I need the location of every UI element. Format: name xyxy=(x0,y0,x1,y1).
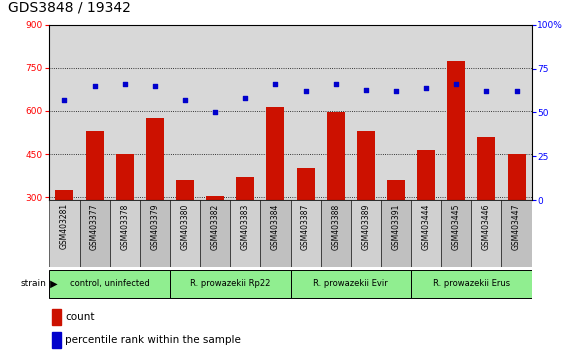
Text: GSM403446: GSM403446 xyxy=(482,203,491,250)
Text: GSM403281: GSM403281 xyxy=(60,203,69,250)
Text: GSM403445: GSM403445 xyxy=(452,203,461,250)
Bar xyxy=(387,180,405,283)
Point xyxy=(241,96,250,101)
Point xyxy=(331,81,340,87)
Bar xyxy=(290,269,411,298)
Bar xyxy=(52,332,61,348)
Text: GSM403388: GSM403388 xyxy=(331,203,340,250)
Bar xyxy=(206,196,224,283)
Text: GSM403378: GSM403378 xyxy=(120,203,129,250)
Bar xyxy=(49,269,170,298)
Bar xyxy=(508,154,526,283)
Bar xyxy=(176,180,194,283)
Text: GSM403389: GSM403389 xyxy=(361,203,370,250)
Bar xyxy=(140,200,170,267)
Text: strain: strain xyxy=(20,279,46,288)
Point xyxy=(512,88,521,94)
Bar xyxy=(441,200,471,267)
Bar xyxy=(49,200,80,267)
Bar xyxy=(357,131,375,283)
Point xyxy=(301,88,310,94)
Bar xyxy=(327,112,345,283)
Bar xyxy=(411,200,441,267)
Bar xyxy=(170,269,290,298)
Bar xyxy=(80,200,110,267)
Point xyxy=(271,81,280,87)
Bar xyxy=(52,309,61,325)
Point xyxy=(392,88,401,94)
Bar xyxy=(146,118,164,283)
Text: count: count xyxy=(65,312,95,322)
Bar xyxy=(478,137,496,283)
Point xyxy=(120,81,130,87)
Bar xyxy=(85,131,103,283)
Text: GSM403382: GSM403382 xyxy=(211,203,220,250)
Bar xyxy=(351,200,381,267)
Bar xyxy=(381,200,411,267)
Bar xyxy=(290,200,321,267)
Text: GSM403391: GSM403391 xyxy=(392,203,400,250)
Bar xyxy=(170,200,200,267)
Point xyxy=(60,97,69,103)
Point xyxy=(451,81,461,87)
Text: GSM403383: GSM403383 xyxy=(241,203,250,250)
Bar xyxy=(501,200,532,267)
Bar xyxy=(200,200,230,267)
Text: GSM403377: GSM403377 xyxy=(90,203,99,250)
Text: GDS3848 / 19342: GDS3848 / 19342 xyxy=(8,0,131,14)
Point xyxy=(421,85,431,91)
Text: GSM403380: GSM403380 xyxy=(181,203,189,250)
Bar xyxy=(471,200,501,267)
Bar xyxy=(417,150,435,283)
Bar xyxy=(236,177,254,283)
Point xyxy=(90,83,99,89)
Point xyxy=(150,83,160,89)
Point xyxy=(180,97,189,103)
Text: GSM403447: GSM403447 xyxy=(512,203,521,250)
Text: GSM403379: GSM403379 xyxy=(150,203,159,250)
Bar xyxy=(447,61,465,283)
Text: R. prowazekii Rp22: R. prowazekii Rp22 xyxy=(190,279,270,288)
Bar xyxy=(296,169,315,283)
Bar xyxy=(411,269,532,298)
Point xyxy=(482,88,491,94)
Bar xyxy=(321,200,351,267)
Text: GSM403384: GSM403384 xyxy=(271,203,280,250)
Text: GSM403387: GSM403387 xyxy=(301,203,310,250)
Point xyxy=(210,110,220,115)
Text: R. prowazekii Evir: R. prowazekii Evir xyxy=(313,279,388,288)
Bar xyxy=(230,200,260,267)
Text: R. prowazekii Erus: R. prowazekii Erus xyxy=(433,279,510,288)
Point xyxy=(361,87,371,92)
Bar xyxy=(116,154,134,283)
Text: control, uninfected: control, uninfected xyxy=(70,279,149,288)
Text: percentile rank within the sample: percentile rank within the sample xyxy=(65,335,241,346)
Bar xyxy=(110,200,140,267)
Text: ▶: ▶ xyxy=(47,279,58,289)
Bar xyxy=(260,200,290,267)
Bar xyxy=(55,190,74,283)
Text: GSM403444: GSM403444 xyxy=(422,203,431,250)
Bar xyxy=(267,107,285,283)
